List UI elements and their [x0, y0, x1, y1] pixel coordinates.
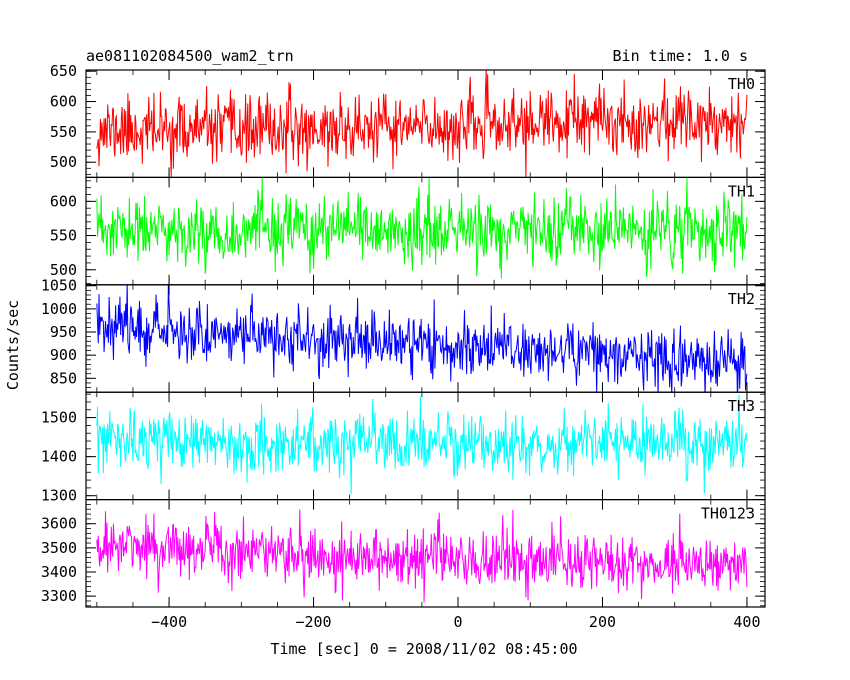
- chart-title: ae081102084500_wam2_trn: [86, 47, 294, 65]
- panel-th1: 500 550 600 TH1: [50, 176, 766, 286]
- y-tick-label: 900: [50, 346, 77, 364]
- panel-label: TH0123: [701, 505, 755, 523]
- y-tick-label: 3500: [41, 539, 77, 557]
- y-tick-label: 1050: [41, 277, 77, 295]
- y-tick-label: 500: [50, 153, 77, 171]
- series-line-th0: [96, 70, 748, 178]
- panel-label: TH3: [728, 397, 755, 415]
- y-tick-label: 1500: [41, 409, 77, 427]
- series-line-th2: [96, 284, 748, 393]
- y-tick-label: 600: [50, 93, 77, 111]
- y-tick-label: 550: [50, 123, 77, 141]
- y-tick-label: 3300: [41, 587, 77, 605]
- y-tick-label: 600: [50, 192, 77, 210]
- panel-label: TH1: [728, 182, 755, 200]
- panel-th3: 1300 1400 1500 TH3: [41, 391, 766, 505]
- series-line-th1: [96, 177, 748, 279]
- x-tick-label: 0: [453, 613, 462, 631]
- panel-label: TH0: [728, 75, 755, 93]
- y-tick-label: 3600: [41, 515, 77, 533]
- x-axis-label: Time [sec] 0 = 2008/11/02 08:45:00: [270, 640, 577, 658]
- x-tick-label: −400: [151, 613, 187, 631]
- x-tick-label: 200: [589, 613, 616, 631]
- y-tick-label: 500: [50, 261, 77, 279]
- y-axis-label: Counts/sec: [4, 300, 22, 390]
- panel-label: TH2: [728, 290, 755, 308]
- series-line-th3: [96, 394, 748, 495]
- y-tick-label: 950: [50, 323, 77, 341]
- bin-time-label: Bin time: 1.0 s: [613, 47, 748, 65]
- y-tick-label: 1400: [41, 448, 77, 466]
- x-tick-label: −200: [295, 613, 331, 631]
- y-tick-label: 1000: [41, 300, 77, 318]
- panels: 500 550 600 650 TH0 500 550 600 TH1 850 900 950 1000…: [41, 62, 766, 631]
- panel-th2: 850 900 950 1000 1050 TH2: [41, 277, 766, 393]
- y-tick-label: 550: [50, 227, 77, 245]
- series-line-th0123: [96, 509, 748, 603]
- x-tick-label: 400: [733, 613, 760, 631]
- y-tick-label: 850: [50, 369, 77, 387]
- panel-th0: 500 550 600 650 TH0: [50, 62, 766, 179]
- panel-th0123: 3300 3400 3500 3600 TH0123: [41, 499, 766, 608]
- y-tick-label: 3400: [41, 563, 77, 581]
- panel-frame: [85, 499, 766, 608]
- y-tick-label: 650: [50, 62, 77, 80]
- y-tick-label: 1300: [41, 487, 77, 505]
